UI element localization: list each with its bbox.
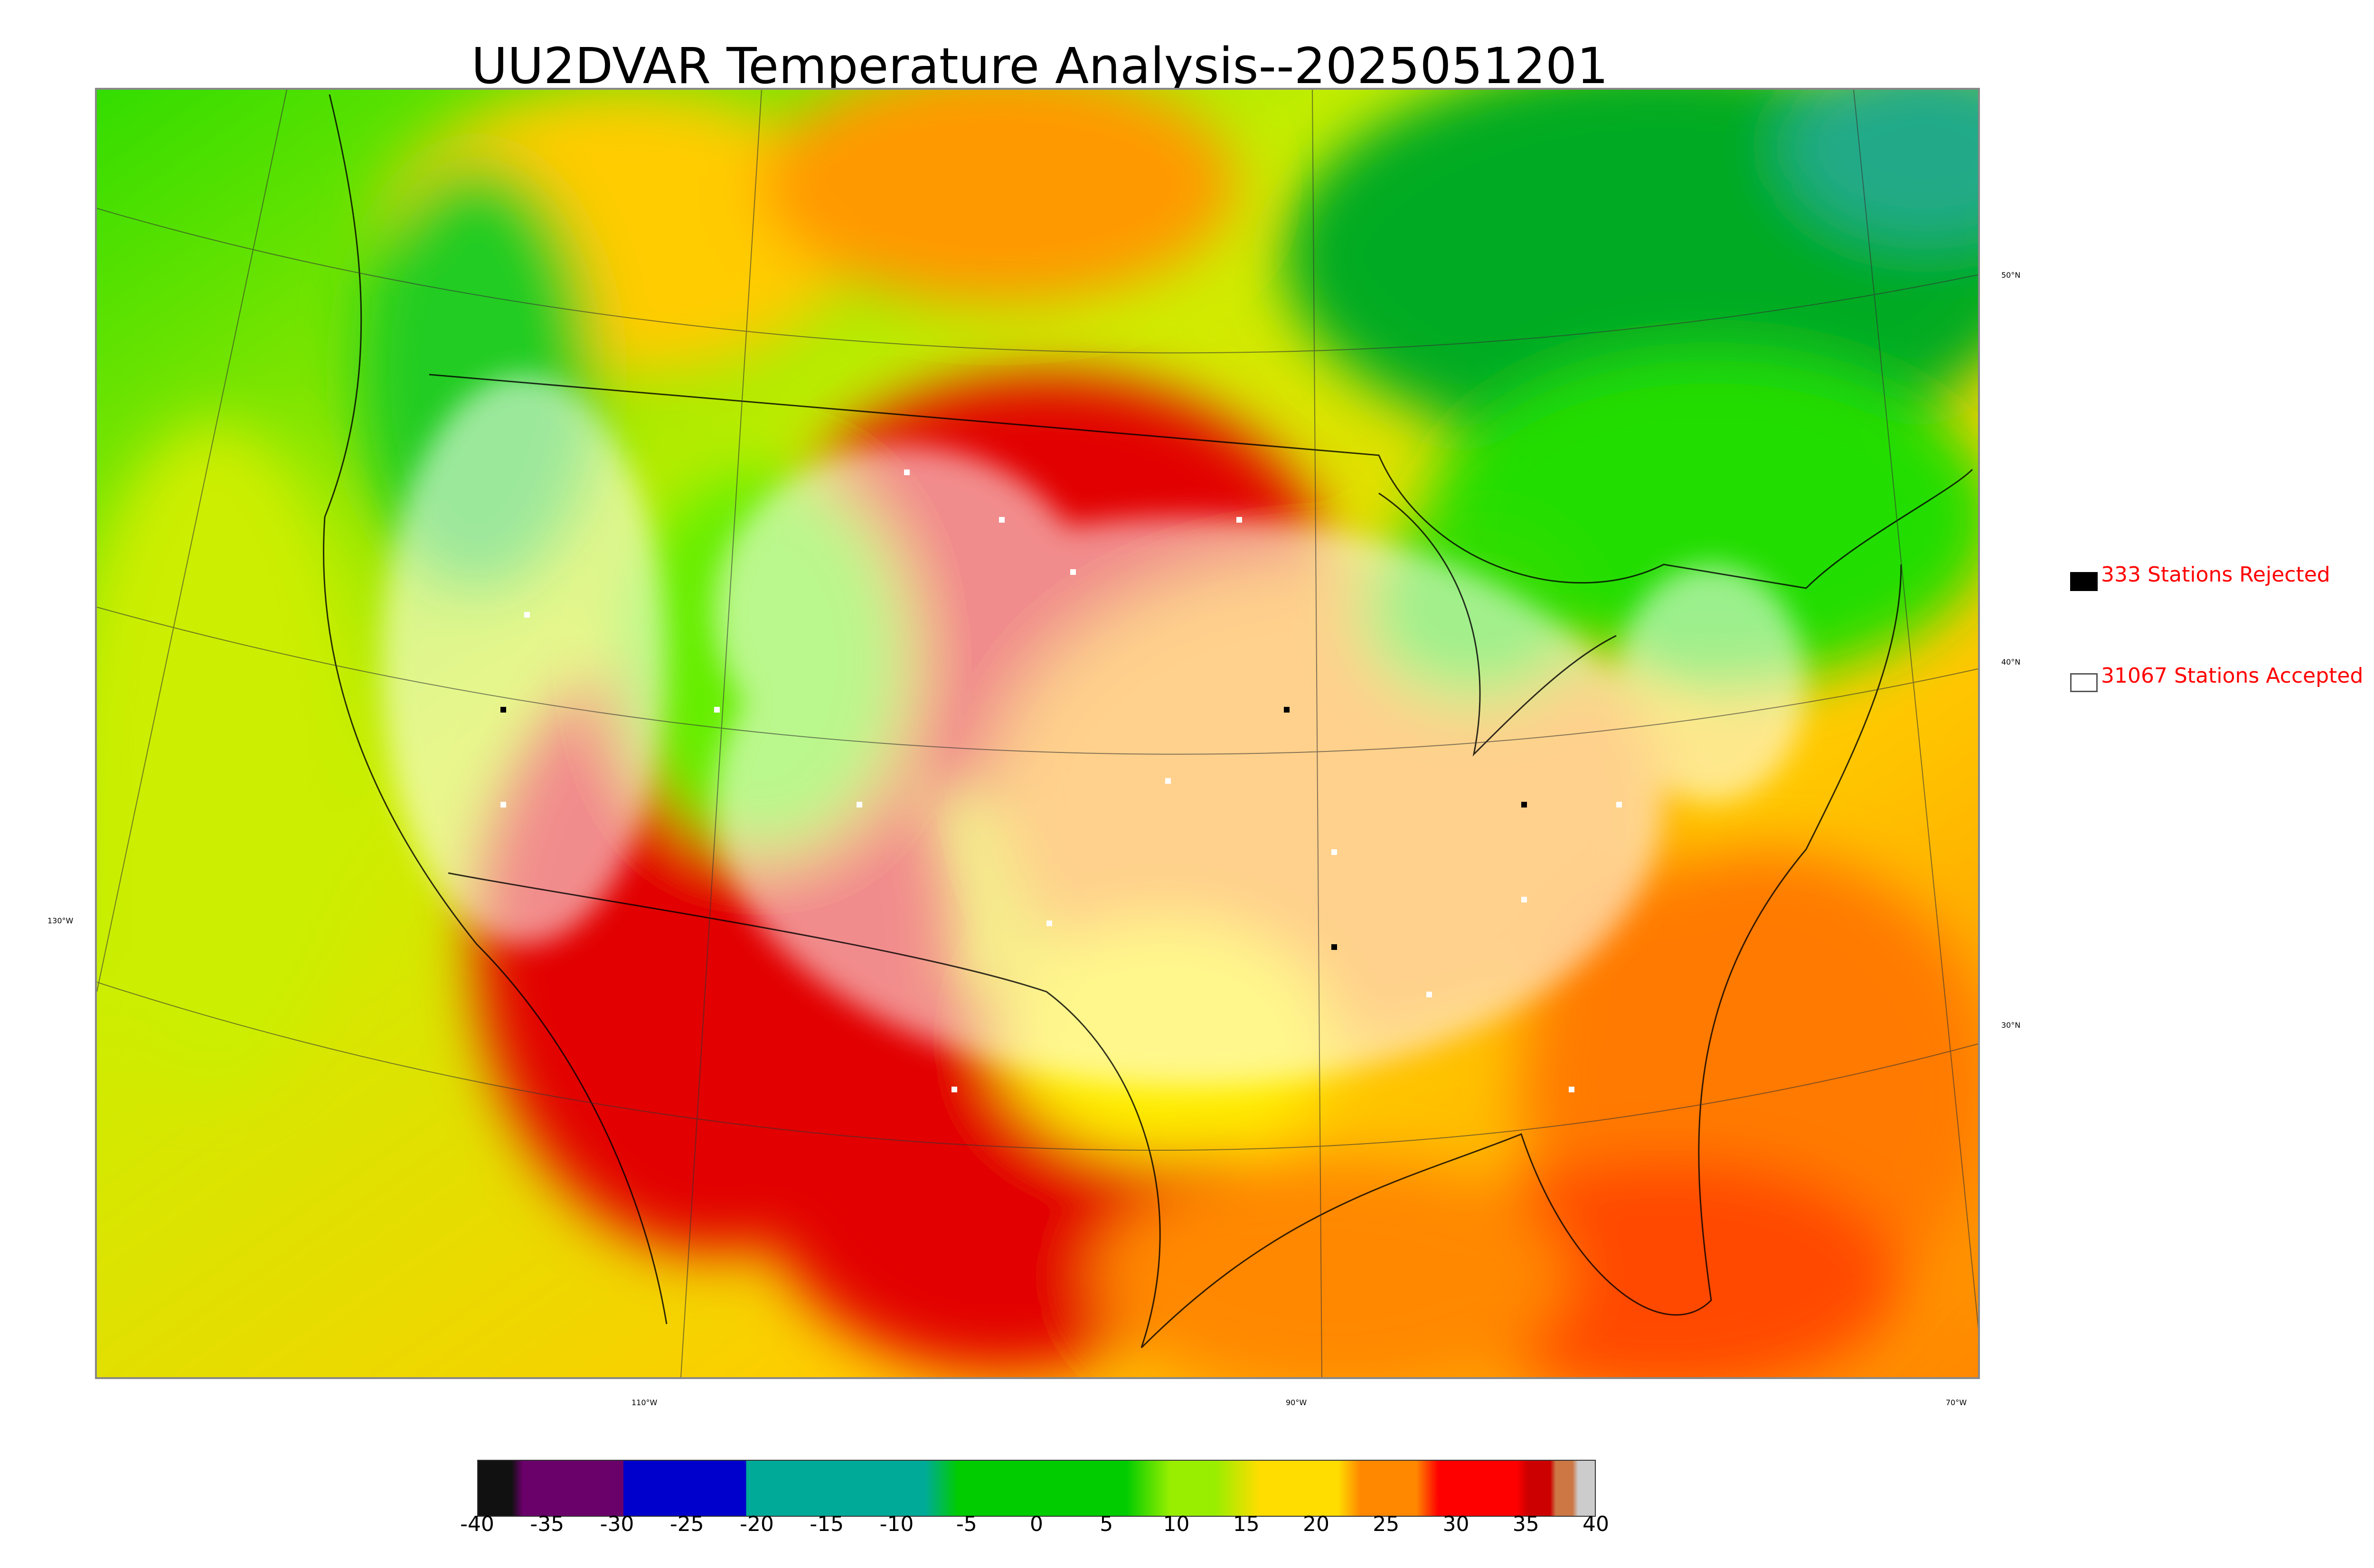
colorbar-tick-label: -20 [740,1512,774,1536]
lon-label-90w: 90°W [1286,1398,1307,1407]
colorbar-tick-label: -15 [810,1512,844,1536]
colorbar-tick-label: 25 [1373,1512,1400,1536]
lon-label-130w: 130°W [47,916,74,925]
colorbar-tick-label: 40 [1583,1512,1609,1536]
map-title: UU2DVAR Temperature Analysis--2025051201 [471,37,1609,95]
lat-label-50n: 50°N [2001,271,2021,280]
colorbar-tick-label: 0 [1030,1512,1043,1536]
colorbar-tick-label: -40 [460,1512,494,1536]
lon-label-110w: 110°W [631,1398,658,1407]
colorbar-tick-label: 10 [1163,1512,1190,1536]
colorbar-tick-label: 20 [1303,1512,1329,1536]
colorbar [477,1460,1596,1517]
lat-label-40n: 40°N [2001,657,2021,667]
station-markers [500,469,1622,1092]
colorbar-tick-label: -10 [879,1512,914,1536]
lat-label-30n: 30°N [2001,1021,2021,1030]
accepted-legend-swatch [2070,673,2098,692]
colorbar-tick-label: 35 [1512,1512,1539,1536]
colorbar-tick-label: 5 [1100,1512,1113,1536]
colorbar-tick-label: -25 [669,1512,704,1536]
temperature-field [97,90,1978,1377]
colorbar-tick-label: 30 [1442,1512,1470,1536]
rejected-legend-swatch [2070,572,2098,591]
temperature-map[interactable] [95,88,1980,1379]
rejected-legend-label: 333 Stations Rejected [2101,563,2330,587]
colorbar-tick-label: -30 [600,1512,634,1536]
lon-label-70w: 70°W [1946,1398,1967,1407]
colorbar-tick-label: 15 [1233,1512,1260,1536]
colorbar-tick-label: -5 [956,1512,977,1536]
accepted-legend-label: 31067 Stations Accepted [2101,664,2364,688]
colorbar-tick-label: -35 [530,1512,565,1536]
